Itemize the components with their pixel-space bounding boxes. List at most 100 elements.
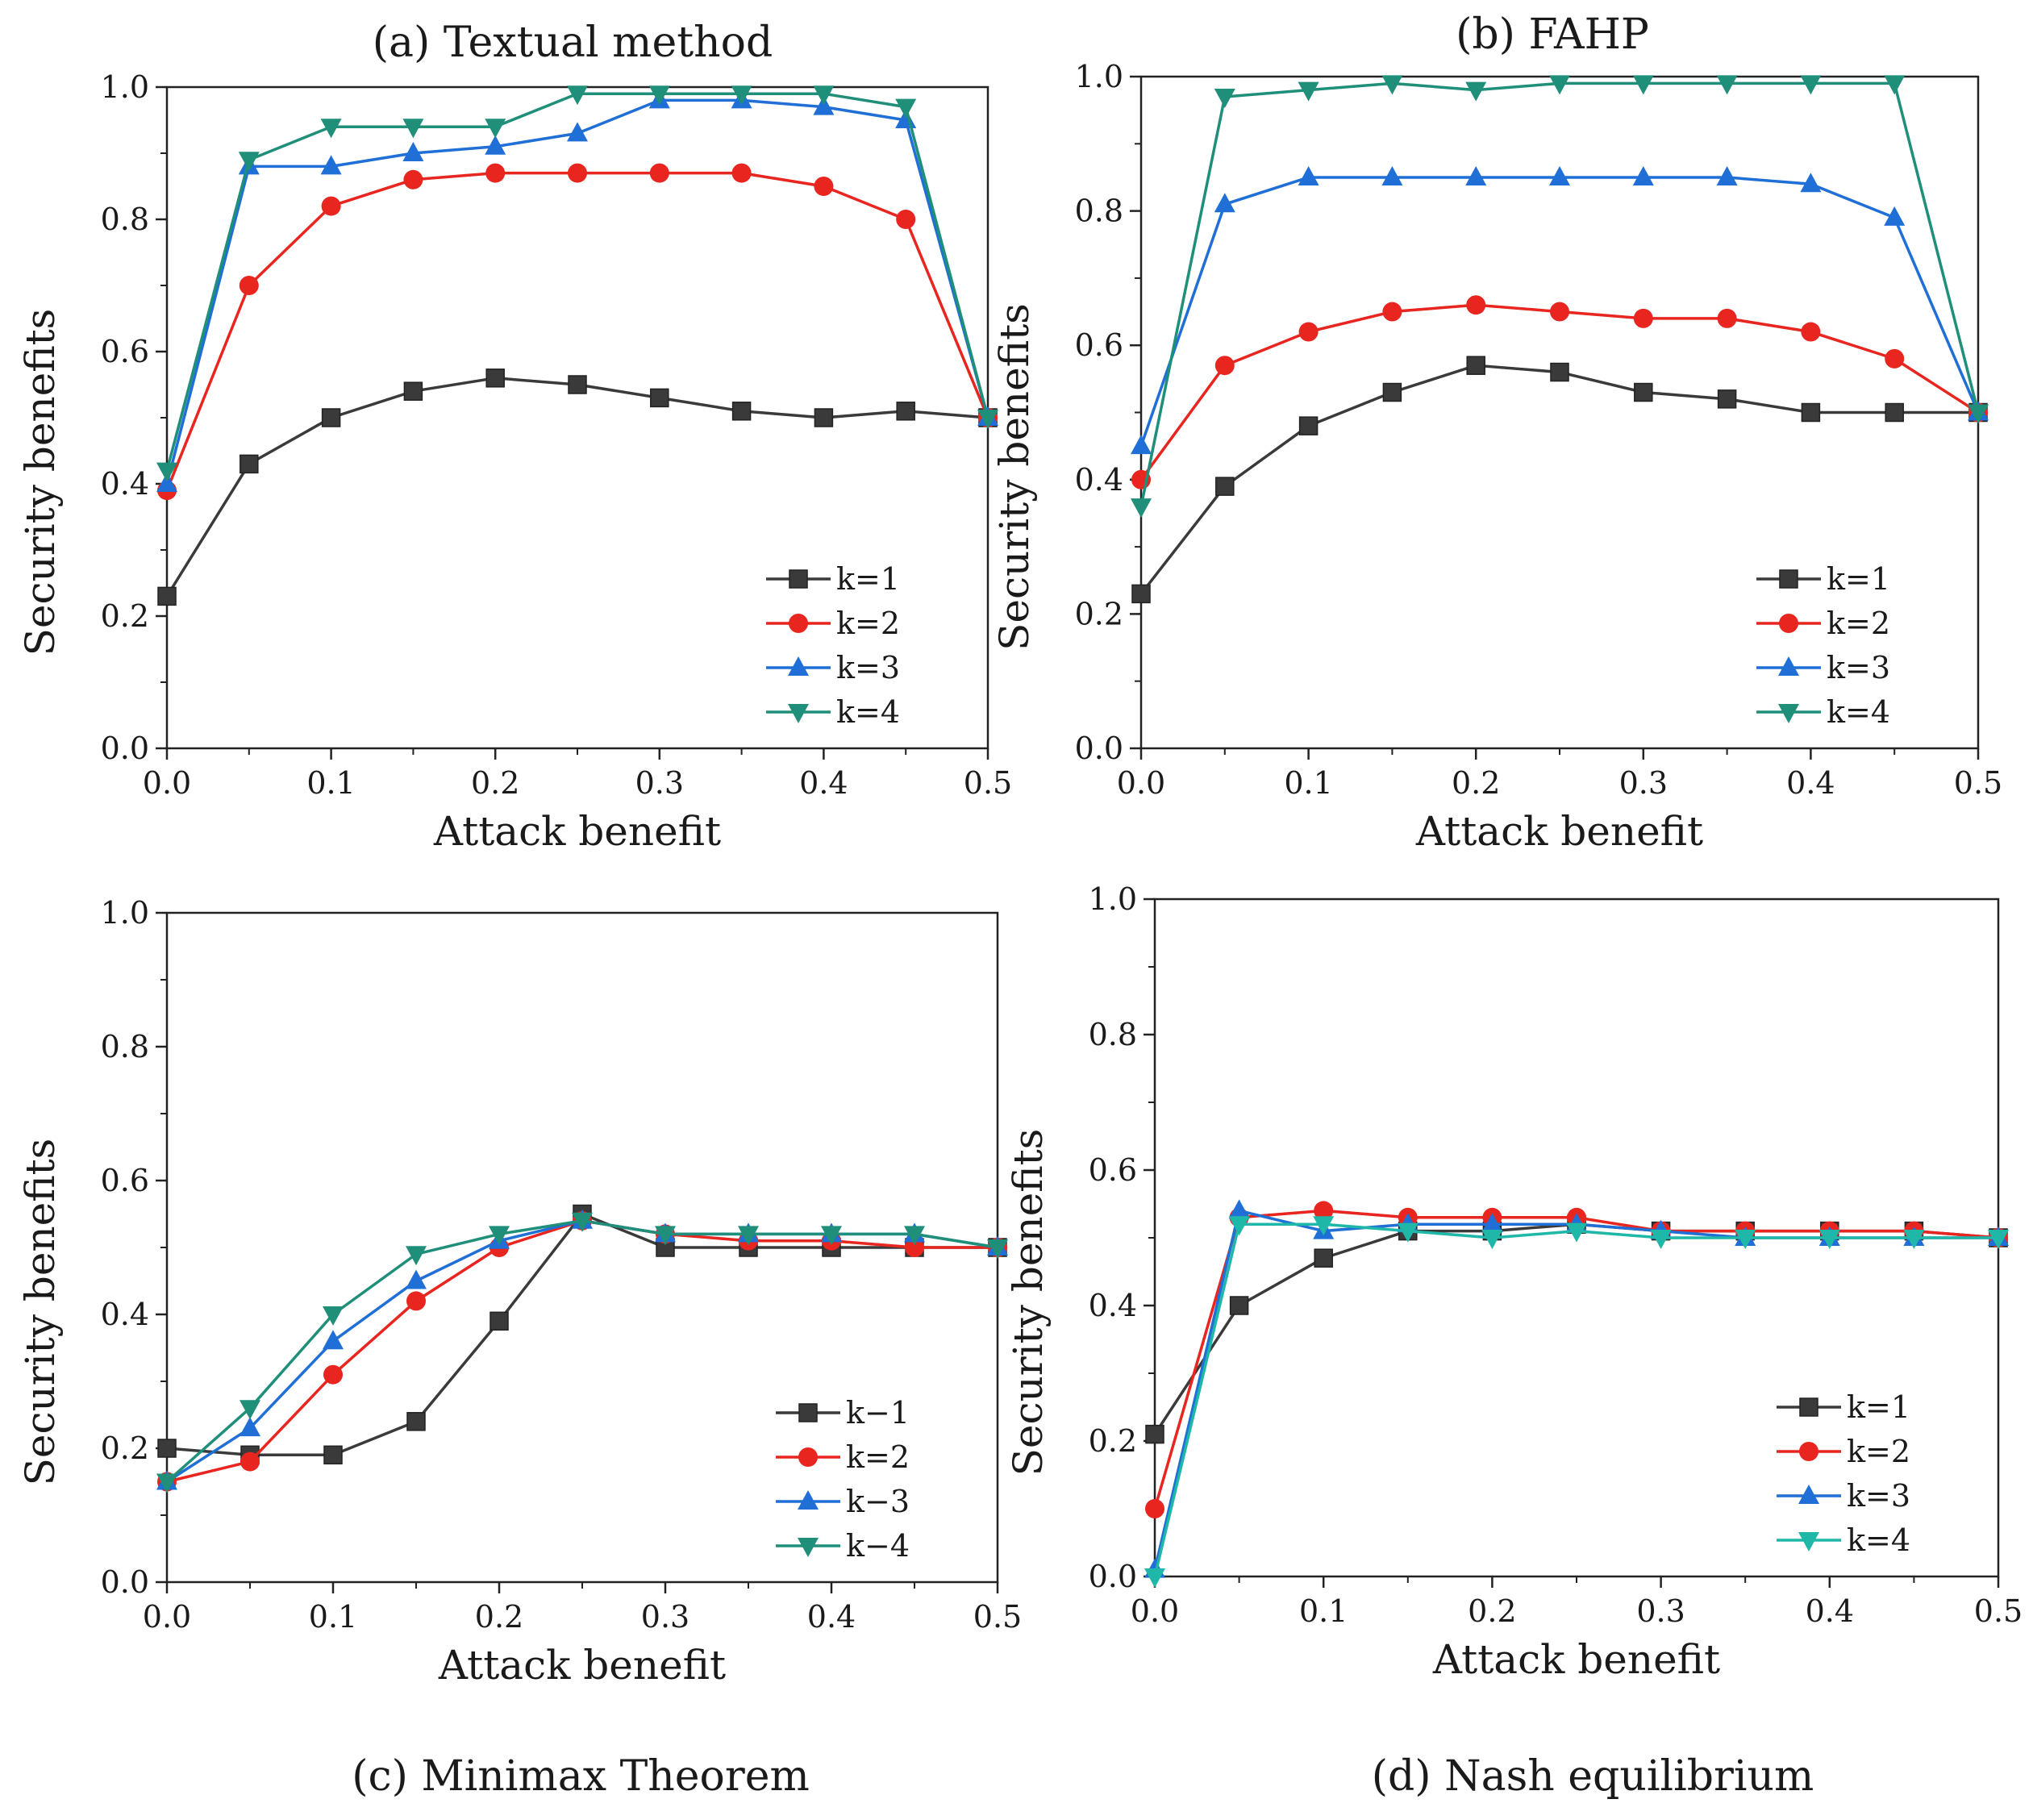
- legend-entry-3: k=3: [766, 650, 900, 685]
- x-tick-label: 0.3: [1619, 765, 1668, 801]
- data-point: [1381, 165, 1403, 185]
- y-tick-label: 0.6: [1089, 1152, 1137, 1188]
- data-point: [568, 163, 587, 183]
- data-point: [240, 1417, 260, 1437]
- legend-label: k=3: [1847, 1478, 1910, 1514]
- data-point: [1717, 389, 1737, 409]
- data-point: [731, 163, 752, 183]
- data-point: [406, 1291, 426, 1311]
- x-tick-label: 0.5: [973, 1599, 1022, 1635]
- data-point: [1466, 295, 1486, 315]
- y-axis-label: Security benefits: [17, 1139, 64, 1486]
- legend-marker: [1799, 1397, 1818, 1417]
- legend-entry-2: k=2: [776, 1439, 910, 1475]
- data-point: [323, 1306, 344, 1326]
- y-axis-label: Security benefits: [17, 309, 64, 656]
- legend-label: k−3: [846, 1484, 910, 1519]
- legend-label: k=3: [1827, 650, 1890, 685]
- legend-entry-4: k−4: [776, 1528, 910, 1564]
- data-point: [813, 85, 835, 106]
- data-point: [320, 155, 342, 175]
- data-point: [1481, 1213, 1503, 1233]
- data-point: [1717, 308, 1737, 328]
- data-point: [1382, 382, 1402, 402]
- legend-entry-1: k=1: [1777, 1389, 1910, 1425]
- x-axis-label: Attack benefit: [433, 808, 721, 855]
- legend-marker: [1799, 1442, 1818, 1461]
- data-point: [1144, 1568, 1165, 1588]
- data-point: [323, 1330, 344, 1350]
- legend-label: k=3: [836, 650, 900, 685]
- series-3: [1131, 165, 1989, 455]
- legend-label: k−1: [846, 1395, 910, 1431]
- x-tick-label: 0.2: [475, 1599, 523, 1635]
- data-point: [648, 85, 670, 106]
- x-tick-label: 0.0: [143, 765, 191, 801]
- series-4: [1131, 75, 1989, 519]
- data-point: [1801, 402, 1821, 423]
- data-point: [1313, 1216, 1335, 1236]
- legend-label: k=1: [1827, 561, 1890, 597]
- legend-marker: [798, 1403, 818, 1422]
- x-tick-label: 0.3: [641, 1599, 689, 1635]
- data-point: [650, 388, 669, 408]
- data-point: [238, 152, 260, 172]
- data-point: [1397, 1222, 1419, 1243]
- y-tick-label: 1.0: [1089, 881, 1137, 917]
- y-tick-label: 0.8: [101, 1029, 149, 1064]
- x-axis-label: Attack benefit: [1415, 808, 1703, 855]
- y-axis-label: Security benefits: [1005, 1129, 1052, 1476]
- data-point: [1214, 88, 1235, 108]
- legend-label: k=1: [836, 561, 900, 597]
- chart-title: (c) Minimax Theorem: [352, 1752, 810, 1801]
- data-point: [1466, 356, 1485, 375]
- data-point: [567, 122, 588, 142]
- data-point: [738, 1226, 759, 1246]
- x-tick-label: 0.0: [1117, 765, 1165, 801]
- legend-entry-4: k=4: [1756, 694, 1890, 730]
- data-point: [1214, 193, 1235, 213]
- data-point: [402, 119, 424, 139]
- series-4: [1144, 1216, 2009, 1588]
- x-tick-label: 0.5: [1954, 765, 2002, 801]
- legend-label: k=2: [1827, 606, 1890, 641]
- x-tick-label: 0.1: [1284, 765, 1332, 801]
- y-tick-label: 0.2: [1089, 1423, 1137, 1459]
- data-point: [1229, 1296, 1249, 1315]
- data-point: [905, 1238, 924, 1257]
- data-point: [1650, 1230, 1672, 1249]
- data-point: [896, 402, 915, 421]
- y-tick-label: 0.0: [1075, 731, 1123, 766]
- data-point: [157, 586, 177, 606]
- data-point: [1968, 404, 1989, 424]
- data-point: [156, 1473, 177, 1493]
- data-point: [406, 1412, 426, 1431]
- legend-entry-4: k=4: [1777, 1522, 1910, 1558]
- x-tick-label: 0.4: [1806, 1593, 1854, 1629]
- chart-title: (d) Nash equilibrium: [1372, 1752, 1814, 1801]
- legend-entry-3: k=3: [1777, 1478, 1910, 1514]
- data-point: [1131, 498, 1152, 519]
- data-point: [485, 135, 506, 155]
- data-point: [1298, 81, 1319, 102]
- data-point: [1632, 165, 1654, 185]
- legend-marker: [788, 656, 809, 676]
- data-point: [896, 210, 916, 229]
- data-point: [485, 119, 506, 139]
- legend-marker: [789, 614, 808, 633]
- legend-label: k=2: [836, 606, 900, 641]
- legend-marker: [798, 1538, 819, 1557]
- legend-marker: [1778, 656, 1799, 676]
- legend-marker: [1779, 614, 1798, 633]
- data-point: [1481, 1230, 1503, 1249]
- data-point: [1215, 477, 1235, 496]
- data-point: [731, 85, 752, 106]
- data-point: [489, 1226, 510, 1246]
- y-tick-label: 0.4: [1075, 462, 1123, 498]
- data-point: [1735, 1230, 1756, 1249]
- legend-entry-1: k=1: [766, 561, 900, 597]
- data-point: [1885, 348, 1905, 369]
- data-point: [1314, 1201, 1334, 1221]
- legend-marker: [1798, 1485, 1819, 1504]
